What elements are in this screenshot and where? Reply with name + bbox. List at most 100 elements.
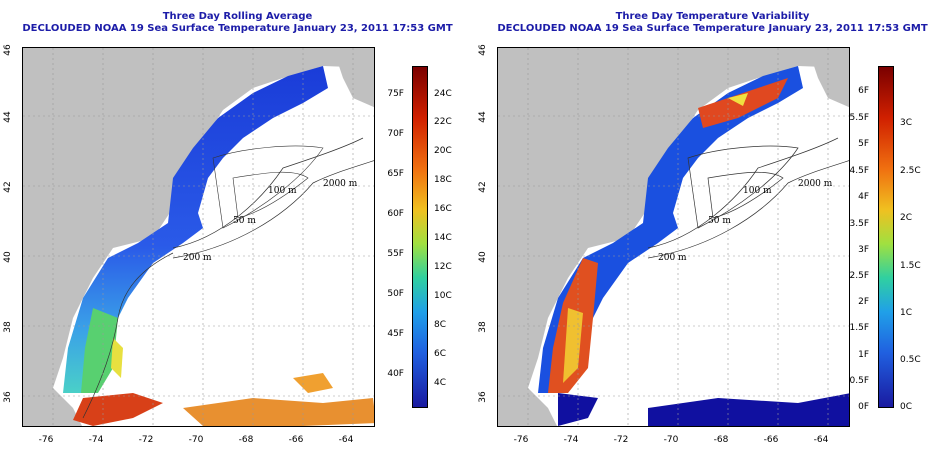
warm-patch bbox=[183, 398, 374, 426]
colorbar-label-f: 60F bbox=[387, 209, 404, 219]
x-tick: -64 bbox=[813, 435, 829, 445]
colorbar-label-c: 8C bbox=[434, 320, 447, 330]
colorbar-label-c: 1.5C bbox=[900, 261, 921, 271]
variability-hotspot bbox=[728, 93, 748, 106]
land-mass bbox=[23, 48, 374, 426]
x-tick: -64 bbox=[338, 435, 354, 445]
colorbar-label-c: 2.5C bbox=[900, 166, 921, 176]
y-tick: 38 bbox=[3, 321, 13, 333]
warm-patch bbox=[81, 308, 118, 393]
panel-title: Three Day Temperature Variability bbox=[615, 11, 810, 22]
depth-contour bbox=[172, 160, 374, 259]
y-tick: 42 bbox=[478, 181, 488, 193]
sst-variability-panel: Three Day Temperature Variability DECLOU… bbox=[475, 0, 950, 475]
contour-label: 2000 m bbox=[798, 179, 833, 189]
y-tick: 40 bbox=[478, 251, 488, 263]
colorbar-label-f: 40F bbox=[387, 369, 404, 379]
colorbar-label-c: 1C bbox=[900, 308, 913, 318]
panel-title: Three Day Rolling Average bbox=[162, 11, 313, 22]
variability-colorbar bbox=[878, 66, 894, 408]
warm-patch bbox=[73, 393, 163, 426]
x-tick: -70 bbox=[663, 435, 679, 445]
panel-subtitle: DECLOUDED NOAA 19 Sea Surface Temperatur… bbox=[497, 23, 928, 34]
colorbar-label-f: 1.5F bbox=[849, 323, 870, 333]
colorbar-label-c: 3C bbox=[900, 118, 913, 128]
cold-water bbox=[63, 66, 328, 393]
land-mass bbox=[808, 48, 849, 108]
x-tick: -74 bbox=[563, 435, 579, 445]
colorbar-label-f: 5F bbox=[858, 139, 869, 149]
colorbar-label-f: 3F bbox=[858, 245, 869, 255]
colorbar-label-f: 0.5F bbox=[849, 376, 870, 386]
colorbar-label-f: 75F bbox=[387, 89, 404, 99]
colorbar-label-f: 2F bbox=[858, 297, 869, 307]
x-tick: -66 bbox=[763, 435, 779, 445]
colorbar-label-f: 4F bbox=[858, 192, 869, 202]
contour-label: 100 m bbox=[743, 186, 772, 196]
x-tick: -70 bbox=[188, 435, 204, 445]
x-tick: -68 bbox=[713, 435, 729, 445]
colorbar-label-f: 50F bbox=[387, 289, 404, 299]
x-tick: -66 bbox=[288, 435, 304, 445]
depth-contour bbox=[172, 137, 364, 249]
colorbar-label-f: 4.5F bbox=[849, 166, 870, 176]
y-tick: 44 bbox=[478, 111, 488, 123]
panel-subtitle: DECLOUDED NOAA 19 Sea Surface Temperatur… bbox=[22, 23, 453, 34]
colorbar-label-c: 14C bbox=[434, 233, 452, 243]
y-tick: 36 bbox=[478, 391, 488, 403]
variability-hotspot bbox=[648, 393, 849, 426]
colorbar-label-c: 22C bbox=[434, 117, 452, 127]
y-tick: 42 bbox=[3, 181, 13, 193]
colorbar-label-f: 70F bbox=[387, 129, 404, 139]
colorbar-label-c: 16C bbox=[434, 204, 452, 214]
colorbar-label-c: 18C bbox=[434, 175, 452, 185]
colorbar-label-c: 6C bbox=[434, 349, 447, 359]
contour-label: 2000 m bbox=[323, 179, 358, 189]
colorbar-label-f: 0F bbox=[858, 402, 869, 412]
contour-label: 200 m bbox=[658, 253, 687, 263]
sst-average-panel: Three Day Rolling Average DECLOUDED NOAA… bbox=[3, 11, 453, 445]
colorbar-label-c: 0.5C bbox=[900, 355, 921, 365]
land-mass bbox=[498, 48, 849, 426]
colorbar-label-f: 2.5F bbox=[849, 271, 870, 281]
colorbar-label-c: 20C bbox=[434, 146, 452, 156]
colorbar-label-c: 12C bbox=[434, 262, 452, 272]
depth-contour bbox=[82, 252, 174, 419]
contour-label: 100 m bbox=[268, 186, 297, 196]
x-tick: -76 bbox=[513, 435, 529, 445]
x-tick: -72 bbox=[613, 435, 629, 445]
colorbar-label-f: 55F bbox=[387, 249, 404, 259]
y-tick: 36 bbox=[3, 391, 13, 403]
colorbar-label-c: 2C bbox=[900, 213, 913, 223]
y-tick: 40 bbox=[3, 251, 13, 263]
warm-patch bbox=[111, 338, 123, 378]
colorbar-label-f: 65F bbox=[387, 169, 404, 179]
sst-colorbar bbox=[412, 66, 428, 408]
contour-label: 200 m bbox=[183, 253, 212, 263]
land-mass bbox=[333, 48, 374, 108]
y-tick: 44 bbox=[3, 111, 13, 123]
y-tick: 38 bbox=[478, 321, 488, 333]
depth-contour bbox=[232, 171, 309, 219]
colorbar-label-c: 24C bbox=[434, 89, 452, 99]
contour-label: 50 m bbox=[708, 216, 731, 226]
warm-patch bbox=[293, 373, 333, 393]
x-tick: -72 bbox=[138, 435, 154, 445]
variability-field bbox=[538, 66, 803, 393]
colorbar-label-f: 1F bbox=[858, 350, 869, 360]
depth-contour bbox=[212, 145, 324, 229]
colorbar-label-f: 5.5F bbox=[849, 113, 870, 123]
colorbar-label-c: 0C bbox=[900, 402, 913, 412]
contour-label: 50 m bbox=[233, 216, 256, 226]
sst-average-map: 200 m 100 m 50 m 2000 m bbox=[22, 47, 375, 427]
x-tick: -74 bbox=[88, 435, 104, 445]
x-tick: -68 bbox=[238, 435, 254, 445]
colorbar-label-c: 4C bbox=[434, 378, 447, 388]
sst-variability-map: 100 m 50 m 200 m 2000 m bbox=[497, 47, 850, 427]
x-tick: -76 bbox=[38, 435, 54, 445]
y-tick: 46 bbox=[478, 44, 488, 56]
colorbar-label-f: 3.5F bbox=[849, 219, 870, 229]
y-tick: 46 bbox=[3, 44, 13, 56]
colorbar-label-f: 45F bbox=[387, 329, 404, 339]
colorbar-label-f: 6F bbox=[858, 86, 869, 96]
